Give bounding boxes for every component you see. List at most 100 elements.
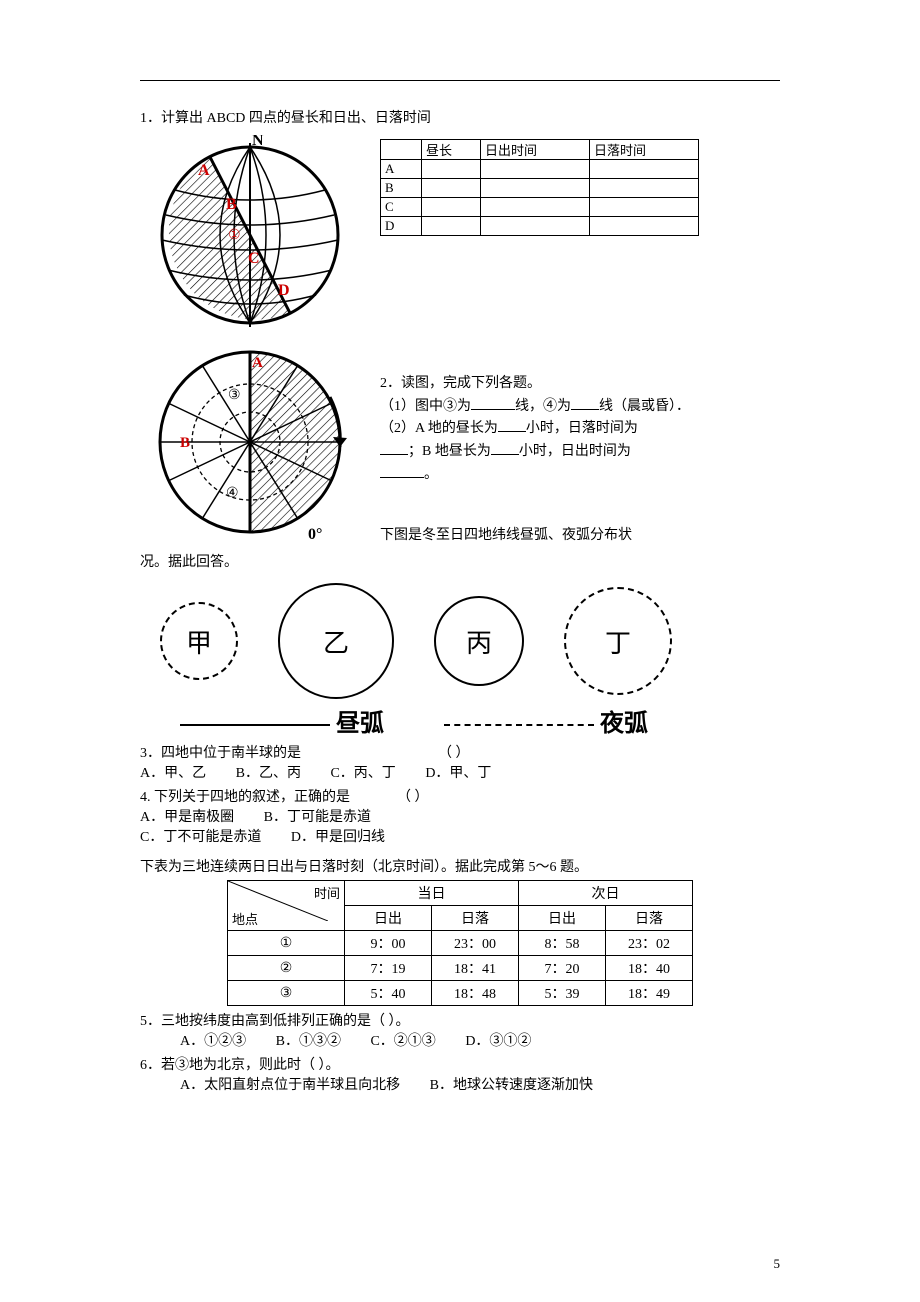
opt: A．甲、乙	[140, 762, 206, 782]
cell	[481, 217, 590, 236]
dashed-line-icon	[444, 724, 594, 726]
cell: 次日	[519, 881, 693, 906]
solid-line-icon	[180, 724, 330, 726]
cell: 5：39	[519, 981, 606, 1006]
table-row: A	[381, 160, 699, 179]
circle-jia: 甲	[160, 602, 238, 680]
svg-text:C: C	[248, 250, 260, 267]
opt: C．丙、丁	[330, 762, 395, 782]
blank	[380, 440, 408, 455]
t: 夜弧	[600, 710, 648, 737]
cell	[422, 198, 481, 217]
cell: C	[381, 198, 422, 217]
cell	[590, 160, 699, 179]
cell: 日出	[519, 906, 606, 931]
blank	[380, 463, 424, 478]
t: 小时，日落时间为	[526, 421, 638, 436]
cell: 日出时间	[481, 140, 590, 160]
cell: 日落	[606, 906, 693, 931]
blank	[571, 395, 599, 410]
diag-top: 时间	[314, 883, 340, 902]
page: 1．计算出 ABCD 四点的昼长和日出、日落时间 N A B ①	[0, 0, 920, 1302]
cell: ②	[228, 956, 345, 981]
cell: 日落时间	[590, 140, 699, 160]
opt: C．②①③	[370, 1030, 435, 1050]
top-rule	[140, 80, 780, 81]
t: （2）A 地的昼长为	[380, 421, 498, 436]
table-row: D	[381, 217, 699, 236]
t: （1）图中③为	[380, 399, 471, 414]
cell: 7：19	[345, 956, 432, 981]
opt: A．太阳直射点位于南半球且向北移	[180, 1074, 400, 1094]
cell: 18：49	[606, 981, 693, 1006]
q2-title: 2．读图，完成下列各题。	[380, 373, 690, 395]
svg-text:N: N	[252, 135, 264, 149]
question-6: 6．若③地为北京，则此时（ ）。	[140, 1054, 780, 1074]
svg-text:B: B	[180, 435, 190, 451]
q3-paren: （ ）	[438, 746, 470, 761]
t: 。	[424, 467, 438, 482]
cell	[381, 140, 422, 160]
q4-options-1: A．甲是南极圈 B．丁可能是赤道	[140, 806, 780, 826]
q1-answer-table: 昼长 日出时间 日落时间 A B C D	[380, 139, 699, 236]
circle-bing: 丙	[434, 596, 524, 686]
q3-options: A．甲、乙 B．乙、丙 C．丙、丁 D．甲、丁	[140, 762, 780, 782]
opt: A．①②③	[180, 1030, 246, 1050]
globe-diagram-1: N A B ① C D	[140, 135, 360, 335]
cell: 7：20	[519, 956, 606, 981]
circle-ding: 丁	[564, 587, 672, 695]
opt: B．①③②	[276, 1030, 341, 1050]
q6-options: A．太阳直射点位于南半球且向北移 B．地球公转速度逐渐加快	[180, 1074, 780, 1094]
cell: 23：02	[606, 931, 693, 956]
legend-night: 夜弧	[444, 703, 648, 738]
cell: ③	[228, 981, 345, 1006]
diag-bot: 地点	[232, 909, 258, 928]
cell: 18：40	[606, 956, 693, 981]
cell: 日出	[345, 906, 432, 931]
q2-row: A ③ B ④ 0° 2．读图，完成下列各题。 （1）图中③为线，④为线（晨或昏…	[140, 337, 780, 547]
q1-row: N A B ① C D 昼长 日出时间 日落时间 A B C D	[140, 135, 780, 335]
diag-cell: 时间 地点	[228, 881, 345, 931]
cell	[422, 217, 481, 236]
cell	[422, 160, 481, 179]
circle-yi: 乙	[278, 583, 394, 699]
cell	[590, 217, 699, 236]
table-row: ③ 5：40 18：48 5：39 18：49	[228, 981, 693, 1006]
cell: 5：40	[345, 981, 432, 1006]
svg-text:B: B	[226, 196, 237, 213]
q-intro-a: 下图是冬至日四地纬线昼弧、夜弧分布状	[380, 525, 690, 547]
sunrise-sunset-table: 时间 地点 当日 次日 日出 日落 日出 日落 ① 9：00 23：00 8：5…	[227, 880, 693, 1006]
svg-text:①: ①	[228, 228, 241, 243]
page-number: 5	[774, 1256, 781, 1272]
blank	[498, 417, 526, 432]
blank	[471, 395, 515, 410]
blank	[491, 440, 519, 455]
cell	[422, 179, 481, 198]
table-row: C	[381, 198, 699, 217]
opt: D．甲、丁	[425, 762, 491, 782]
question-5: 5．三地按纬度由高到低排列正确的是（ ）。	[140, 1010, 780, 1030]
cell	[590, 179, 699, 198]
legend-day: 昼弧	[180, 703, 384, 738]
svg-text:D: D	[278, 282, 290, 299]
cell: 18：48	[432, 981, 519, 1006]
cell: 8：58	[519, 931, 606, 956]
svg-text:0°: 0°	[308, 526, 322, 543]
q-intro-b: 况。据此回答。	[140, 551, 780, 571]
cell: 当日	[345, 881, 519, 906]
cell: D	[381, 217, 422, 236]
table-row: ② 7：19 18：41 7：20 18：40	[228, 956, 693, 981]
q2-line2: （2）A 地的昼长为小时，日落时间为 ；B 地昼长为小时，日出时间为 。	[380, 417, 690, 485]
opt: B．丁可能是赤道	[264, 806, 371, 826]
t: 小时，日出时间为	[519, 444, 631, 459]
svg-text:④: ④	[226, 486, 239, 501]
cell: 昼长	[422, 140, 481, 160]
cell: 18：41	[432, 956, 519, 981]
q3-stem: 3．四地中位于南半球的是	[140, 746, 301, 761]
opt: C．丁不可能是赤道	[140, 826, 261, 846]
circles-row: 甲 乙 丙 丁	[160, 583, 780, 699]
q4-paren: （ ）	[397, 790, 429, 805]
cell	[481, 198, 590, 217]
question-4: 4. 下列关于四地的叙述，正确的是 （ ）	[140, 786, 780, 806]
t: 线，④为	[515, 399, 571, 414]
